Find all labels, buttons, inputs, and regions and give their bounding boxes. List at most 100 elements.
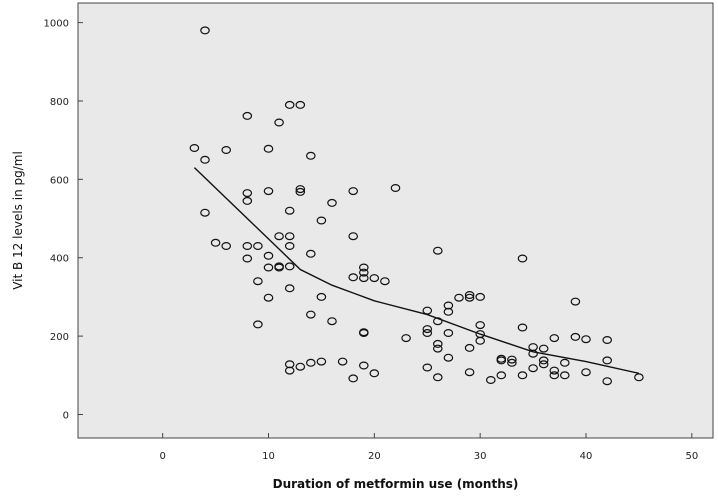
data-point bbox=[284, 242, 295, 251]
data-point bbox=[528, 349, 538, 358]
data-point bbox=[200, 155, 210, 164]
data-point bbox=[602, 377, 612, 386]
data-point bbox=[401, 334, 411, 343]
data-point bbox=[253, 242, 263, 251]
data-point bbox=[517, 254, 528, 263]
data-point bbox=[443, 307, 454, 316]
trend-line bbox=[193, 167, 640, 374]
data-point bbox=[559, 358, 570, 367]
data-point bbox=[549, 334, 560, 343]
data-point bbox=[517, 323, 528, 332]
data-point bbox=[443, 329, 454, 338]
x-tick-label: 0 bbox=[159, 451, 165, 462]
data-point bbox=[464, 343, 475, 352]
data-point bbox=[284, 284, 295, 293]
data-point bbox=[464, 368, 475, 377]
data-point bbox=[358, 268, 369, 277]
data-point bbox=[475, 292, 485, 301]
data-point bbox=[295, 100, 306, 109]
data-point bbox=[327, 198, 337, 207]
data-point bbox=[422, 325, 433, 334]
data-point bbox=[316, 292, 327, 301]
data-point bbox=[475, 321, 485, 330]
plot-area bbox=[77, 2, 714, 439]
data-point bbox=[189, 144, 200, 153]
data-point bbox=[274, 118, 284, 127]
x-tick-label: 20 bbox=[368, 451, 381, 462]
data-point bbox=[242, 189, 253, 198]
data-point bbox=[221, 146, 231, 155]
x-tick-label: 40 bbox=[580, 451, 593, 462]
data-point bbox=[200, 208, 210, 217]
data-point bbox=[242, 242, 253, 251]
data-point bbox=[570, 297, 581, 306]
data-point bbox=[443, 353, 454, 362]
data-point bbox=[496, 371, 507, 380]
data-point bbox=[464, 291, 475, 300]
data-point bbox=[295, 362, 306, 371]
data-point bbox=[284, 366, 295, 375]
data-point bbox=[369, 274, 380, 283]
y-axis-ticks: 0 200 400 600 800 1000 bbox=[44, 19, 83, 421]
data-point bbox=[475, 336, 485, 345]
data-point bbox=[284, 100, 295, 109]
data-point bbox=[559, 371, 570, 380]
data-point bbox=[432, 344, 443, 353]
data-point bbox=[348, 273, 358, 282]
y-tick-label: 400 bbox=[50, 254, 69, 265]
data-point bbox=[242, 111, 253, 120]
data-point bbox=[517, 371, 528, 380]
data-point bbox=[432, 317, 443, 326]
y-tick-label: 200 bbox=[50, 332, 69, 343]
data-point bbox=[348, 232, 358, 241]
data-point bbox=[581, 368, 591, 377]
data-point bbox=[242, 254, 253, 263]
data-point bbox=[528, 364, 538, 373]
data-point bbox=[432, 373, 443, 382]
data-point bbox=[581, 335, 591, 344]
data-point bbox=[369, 369, 380, 378]
data-point bbox=[464, 293, 475, 302]
data-point bbox=[358, 263, 369, 272]
data-point bbox=[507, 358, 517, 367]
y-tick-label: 0 bbox=[63, 410, 69, 421]
data-point bbox=[538, 344, 549, 353]
data-point bbox=[242, 196, 253, 205]
data-point bbox=[454, 293, 464, 302]
data-point bbox=[253, 277, 263, 286]
data-point bbox=[263, 251, 274, 260]
y-tick-label: 1000 bbox=[44, 19, 69, 30]
data-point bbox=[422, 363, 433, 372]
data-point bbox=[485, 376, 496, 385]
data-point bbox=[380, 277, 390, 286]
data-point bbox=[422, 329, 433, 338]
data-point bbox=[337, 357, 348, 366]
data-point bbox=[295, 185, 306, 194]
data-point bbox=[549, 366, 560, 375]
data-point bbox=[253, 320, 263, 329]
data-point bbox=[210, 238, 221, 247]
data-point bbox=[284, 232, 295, 241]
data-point bbox=[602, 336, 612, 345]
x-tick-label: 10 bbox=[262, 451, 275, 462]
data-point bbox=[316, 216, 327, 225]
x-axis-ticks: 0 10 20 30 40 50 bbox=[159, 433, 698, 462]
data-points bbox=[189, 26, 644, 386]
data-point bbox=[221, 242, 231, 251]
data-point bbox=[305, 358, 316, 367]
data-point bbox=[496, 356, 507, 365]
data-point bbox=[284, 206, 295, 215]
data-point bbox=[274, 263, 284, 272]
data-point bbox=[432, 339, 443, 348]
data-point bbox=[263, 187, 274, 196]
data-point bbox=[263, 144, 274, 153]
data-point bbox=[538, 356, 549, 365]
data-point bbox=[422, 306, 433, 315]
data-point bbox=[358, 274, 369, 283]
data-point bbox=[305, 151, 316, 160]
data-point bbox=[549, 371, 560, 380]
data-point bbox=[327, 317, 337, 326]
data-point bbox=[602, 356, 612, 365]
x-axis-title: Duration of metformin use (months) bbox=[273, 477, 519, 491]
